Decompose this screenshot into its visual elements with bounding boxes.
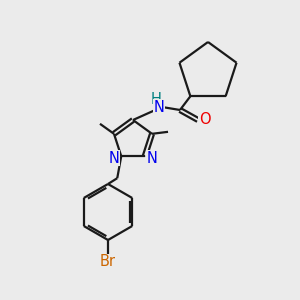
Text: Br: Br [100, 254, 116, 269]
Text: N: N [154, 100, 164, 115]
Text: H: H [151, 92, 161, 106]
Text: O: O [199, 112, 211, 128]
Text: N: N [109, 151, 120, 166]
Text: N: N [146, 151, 157, 166]
